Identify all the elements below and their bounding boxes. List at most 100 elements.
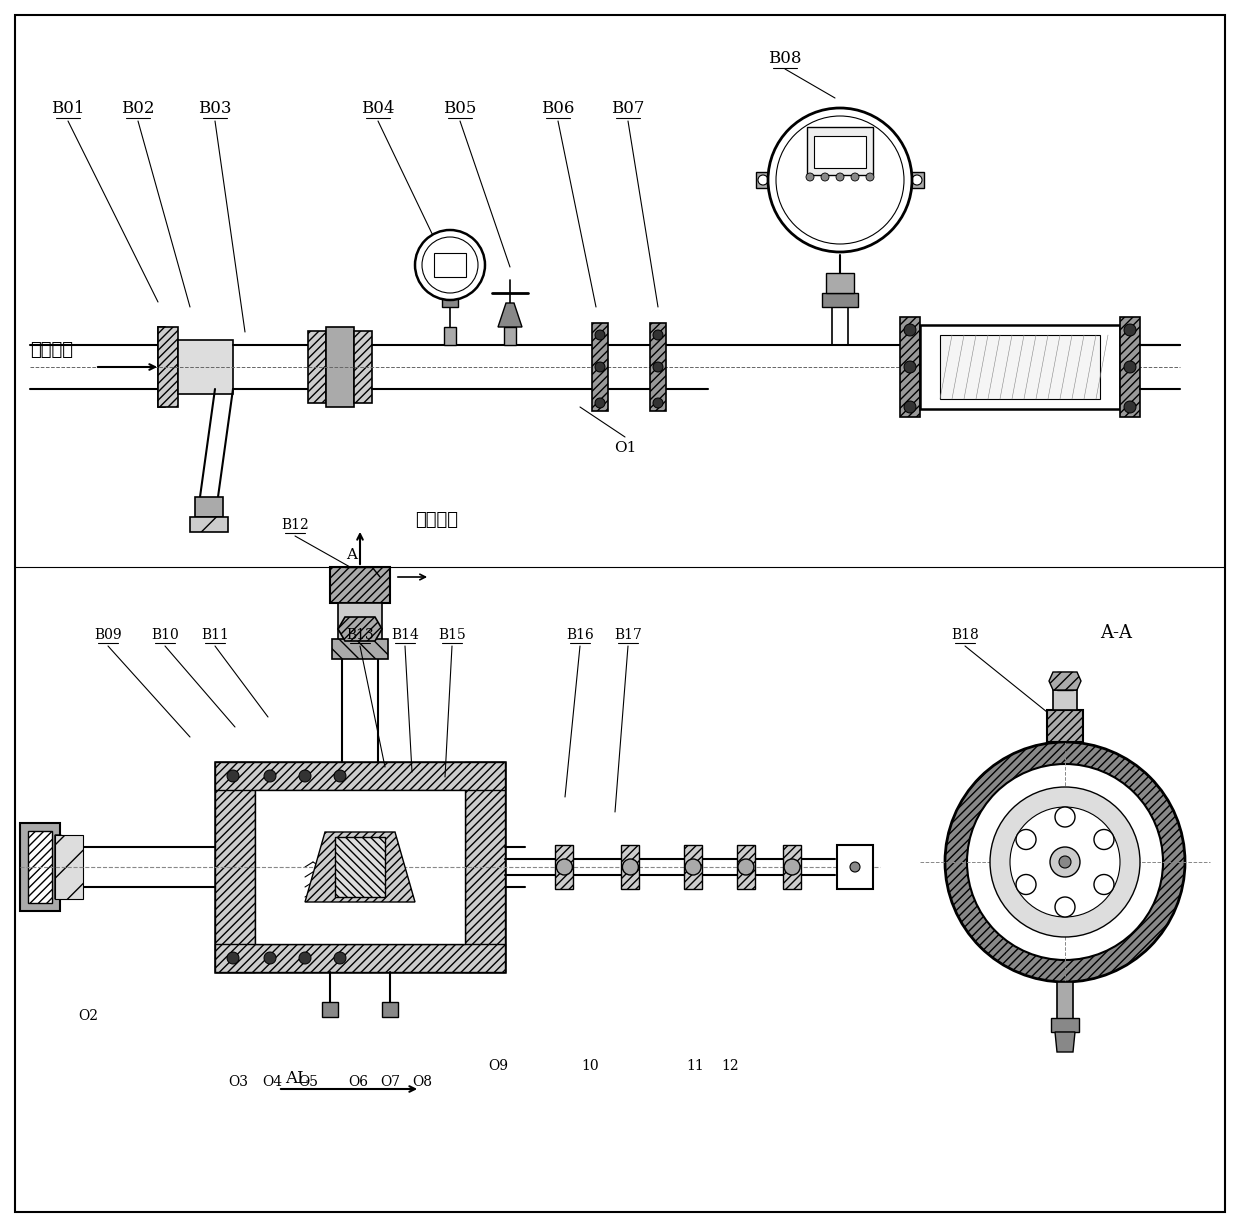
Circle shape — [806, 173, 813, 182]
Text: B05: B05 — [444, 99, 476, 117]
Text: O5: O5 — [298, 1075, 317, 1090]
Circle shape — [1094, 829, 1114, 849]
Circle shape — [904, 361, 916, 373]
Text: 流体入口: 流体入口 — [30, 341, 73, 360]
Circle shape — [595, 330, 605, 340]
Circle shape — [422, 237, 477, 293]
Polygon shape — [339, 617, 382, 640]
Circle shape — [684, 859, 701, 875]
Bar — [940, 335, 1100, 399]
Text: A: A — [346, 548, 357, 562]
Bar — [813, 136, 866, 168]
Text: B12: B12 — [281, 518, 309, 533]
Circle shape — [849, 863, 861, 872]
Text: 流体出口: 流体出口 — [415, 510, 458, 529]
Text: O4: O4 — [262, 1075, 281, 1090]
Circle shape — [836, 173, 844, 182]
Circle shape — [758, 175, 768, 185]
Bar — [807, 128, 873, 175]
Circle shape — [653, 398, 663, 409]
Circle shape — [821, 173, 830, 182]
Circle shape — [227, 952, 239, 964]
Circle shape — [595, 362, 605, 372]
Text: 压力: 压力 — [444, 254, 456, 264]
Circle shape — [653, 362, 663, 372]
Text: O2: O2 — [78, 1009, 98, 1023]
Circle shape — [904, 401, 916, 413]
Bar — [332, 639, 388, 659]
Circle shape — [299, 952, 311, 964]
Bar — [784, 845, 801, 890]
Bar — [1047, 710, 1083, 742]
Text: 11: 11 — [686, 1059, 704, 1072]
Bar — [910, 172, 924, 188]
Bar — [339, 602, 382, 640]
Polygon shape — [305, 832, 415, 902]
Text: B08: B08 — [769, 50, 802, 67]
Circle shape — [227, 771, 239, 782]
Bar — [1056, 672, 1073, 690]
Bar — [465, 762, 505, 972]
Circle shape — [653, 330, 663, 340]
Circle shape — [264, 771, 277, 782]
Circle shape — [911, 175, 923, 185]
Bar — [353, 331, 372, 402]
Bar — [650, 323, 666, 411]
Text: B18: B18 — [951, 628, 978, 642]
Polygon shape — [1049, 672, 1081, 690]
Text: B03: B03 — [198, 99, 232, 117]
Bar — [215, 762, 505, 972]
Circle shape — [334, 952, 346, 964]
Bar — [330, 567, 391, 602]
Bar — [556, 845, 573, 890]
Bar — [756, 172, 770, 188]
Circle shape — [1016, 829, 1037, 849]
Bar — [621, 845, 640, 890]
Text: B06: B06 — [542, 99, 574, 117]
Bar — [157, 328, 179, 407]
Text: O1: O1 — [614, 440, 636, 455]
Circle shape — [1123, 361, 1136, 373]
Circle shape — [776, 117, 904, 244]
Bar — [1056, 982, 1073, 1020]
Text: B15: B15 — [438, 628, 466, 642]
Circle shape — [1011, 807, 1120, 917]
Circle shape — [1016, 875, 1037, 894]
Circle shape — [299, 771, 311, 782]
Polygon shape — [1055, 1032, 1075, 1052]
Bar — [1053, 690, 1078, 710]
Bar — [20, 823, 60, 910]
Text: B07: B07 — [611, 99, 645, 117]
Text: O9: O9 — [489, 1059, 508, 1072]
Text: B01: B01 — [51, 99, 84, 117]
Circle shape — [990, 787, 1140, 937]
Circle shape — [1055, 897, 1075, 917]
Bar — [29, 831, 52, 903]
Text: AL: AL — [285, 1070, 308, 1087]
Bar — [190, 517, 228, 533]
Bar — [382, 1002, 398, 1017]
Bar — [255, 790, 465, 944]
Text: 表: 表 — [448, 266, 453, 276]
Bar — [920, 325, 1120, 409]
Bar — [179, 340, 233, 394]
Bar — [322, 1002, 339, 1017]
Bar — [215, 762, 505, 790]
Circle shape — [738, 859, 754, 875]
Text: B16: B16 — [567, 628, 594, 642]
Text: B17: B17 — [614, 628, 642, 642]
Text: 12: 12 — [722, 1059, 739, 1072]
Circle shape — [768, 108, 911, 252]
Bar — [434, 253, 466, 277]
Bar — [444, 328, 456, 345]
Circle shape — [866, 173, 874, 182]
Bar — [335, 837, 384, 897]
Bar — [308, 331, 326, 402]
Circle shape — [904, 324, 916, 336]
Bar — [900, 317, 920, 417]
Circle shape — [1123, 324, 1136, 336]
Circle shape — [595, 398, 605, 409]
Polygon shape — [55, 836, 81, 899]
Text: B10: B10 — [151, 628, 179, 642]
Text: B14: B14 — [391, 628, 419, 642]
